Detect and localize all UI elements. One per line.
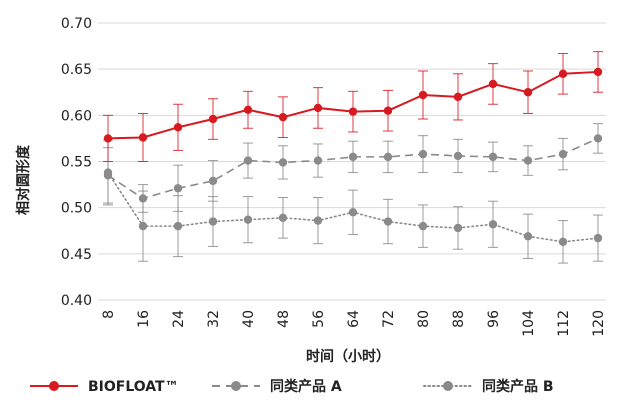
data-point: [278, 158, 288, 167]
series-line: [107, 137, 599, 200]
x-tick-label: 88: [451, 310, 467, 328]
x-tick-label: 16: [136, 310, 152, 328]
data-point: [488, 79, 498, 89]
y-tick-label: 0.40: [61, 293, 92, 309]
data-point: [418, 90, 428, 100]
data-point: [243, 105, 253, 114]
data-point: [243, 156, 253, 165]
data-point: [453, 223, 463, 233]
legend-label: BIOFLOAT™: [88, 379, 179, 395]
x-tick-label: 112: [556, 310, 572, 337]
x-tick-label: 120: [591, 310, 607, 337]
series-layer: [103, 51, 603, 264]
data-point: [138, 221, 148, 231]
data-point: [453, 151, 463, 161]
series-2: [103, 123, 603, 213]
data-point: [313, 156, 323, 165]
data-point: [488, 152, 498, 162]
data-point: [593, 134, 603, 143]
data-point: [488, 220, 498, 229]
series-3: [103, 139, 603, 264]
data-point: [348, 208, 358, 217]
data-point: [313, 103, 323, 113]
x-tick-label: 24: [171, 310, 187, 328]
x-tick-label: 64: [346, 310, 362, 328]
x-tick-label: 96: [486, 310, 502, 328]
data-point: [593, 67, 603, 77]
data-point: [173, 123, 183, 132]
data-point: [208, 217, 218, 226]
y-tick-label: 0.55: [61, 155, 92, 171]
data-point: [348, 107, 358, 116]
x-axis-title: 时间（小时）: [306, 348, 390, 365]
data-point: [103, 134, 113, 143]
x-tick-label: 48: [276, 310, 292, 328]
data-point: [208, 176, 218, 186]
y-tick-label: 0.60: [61, 108, 92, 124]
legend-item-1: BIOFLOAT™: [30, 379, 179, 395]
legend-marker: [49, 381, 59, 391]
legend-marker: [443, 381, 453, 391]
data-point: [523, 156, 533, 165]
legend-item-2: 同类产品 A: [212, 378, 342, 395]
data-point: [173, 184, 183, 193]
data-point: [313, 216, 323, 225]
data-point: [453, 92, 463, 102]
x-tick-label: 8: [101, 310, 117, 319]
x-tick-label: 56: [311, 310, 327, 328]
data-point: [348, 152, 358, 162]
data-point: [278, 213, 288, 223]
data-point: [523, 88, 533, 97]
legend-item-3: 同类产品 B: [423, 378, 554, 395]
series-1: [103, 51, 603, 162]
data-point: [418, 149, 428, 159]
y-tick-labels: 0.40 0.45 0.50 0.55 0.60 0.65 0.70: [61, 16, 92, 309]
data-point: [383, 106, 393, 115]
legend-marker: [231, 381, 241, 391]
data-point: [558, 149, 568, 159]
data-point: [103, 171, 113, 180]
data-point: [558, 69, 568, 78]
legend-label: 同类产品 B: [482, 378, 554, 395]
data-point: [593, 233, 603, 243]
data-point: [138, 133, 148, 142]
y-tick-label: 0.45: [61, 247, 92, 263]
data-point: [418, 221, 428, 231]
data-point: [243, 215, 253, 224]
legend-label: 同类产品 A: [270, 378, 342, 395]
x-tick-label: 72: [381, 310, 397, 328]
x-tick-label: 40: [241, 310, 257, 328]
data-point: [558, 237, 568, 247]
y-tick-label: 0.50: [61, 201, 92, 217]
data-point: [383, 152, 393, 162]
x-tick-label: 104: [521, 310, 537, 337]
data-point: [208, 114, 218, 124]
x-tick-label: 32: [206, 310, 222, 328]
data-point: [173, 221, 183, 231]
x-tick-labels: 8 16 24 32 40 48 56 64 72 80 88 96 104 112 120: [101, 310, 607, 337]
y-tick-label: 0.70: [61, 16, 92, 32]
data-point: [278, 112, 288, 122]
data-point: [383, 217, 393, 226]
legend: BIOFLOAT™ 同类产品 A 同类产品 B: [30, 378, 554, 395]
y-tick-label: 0.65: [61, 62, 92, 78]
data-point: [138, 194, 148, 203]
y-axis-title: 相对圆形度: [15, 144, 32, 215]
x-tick-label: 80: [416, 310, 432, 328]
data-point: [523, 232, 533, 241]
